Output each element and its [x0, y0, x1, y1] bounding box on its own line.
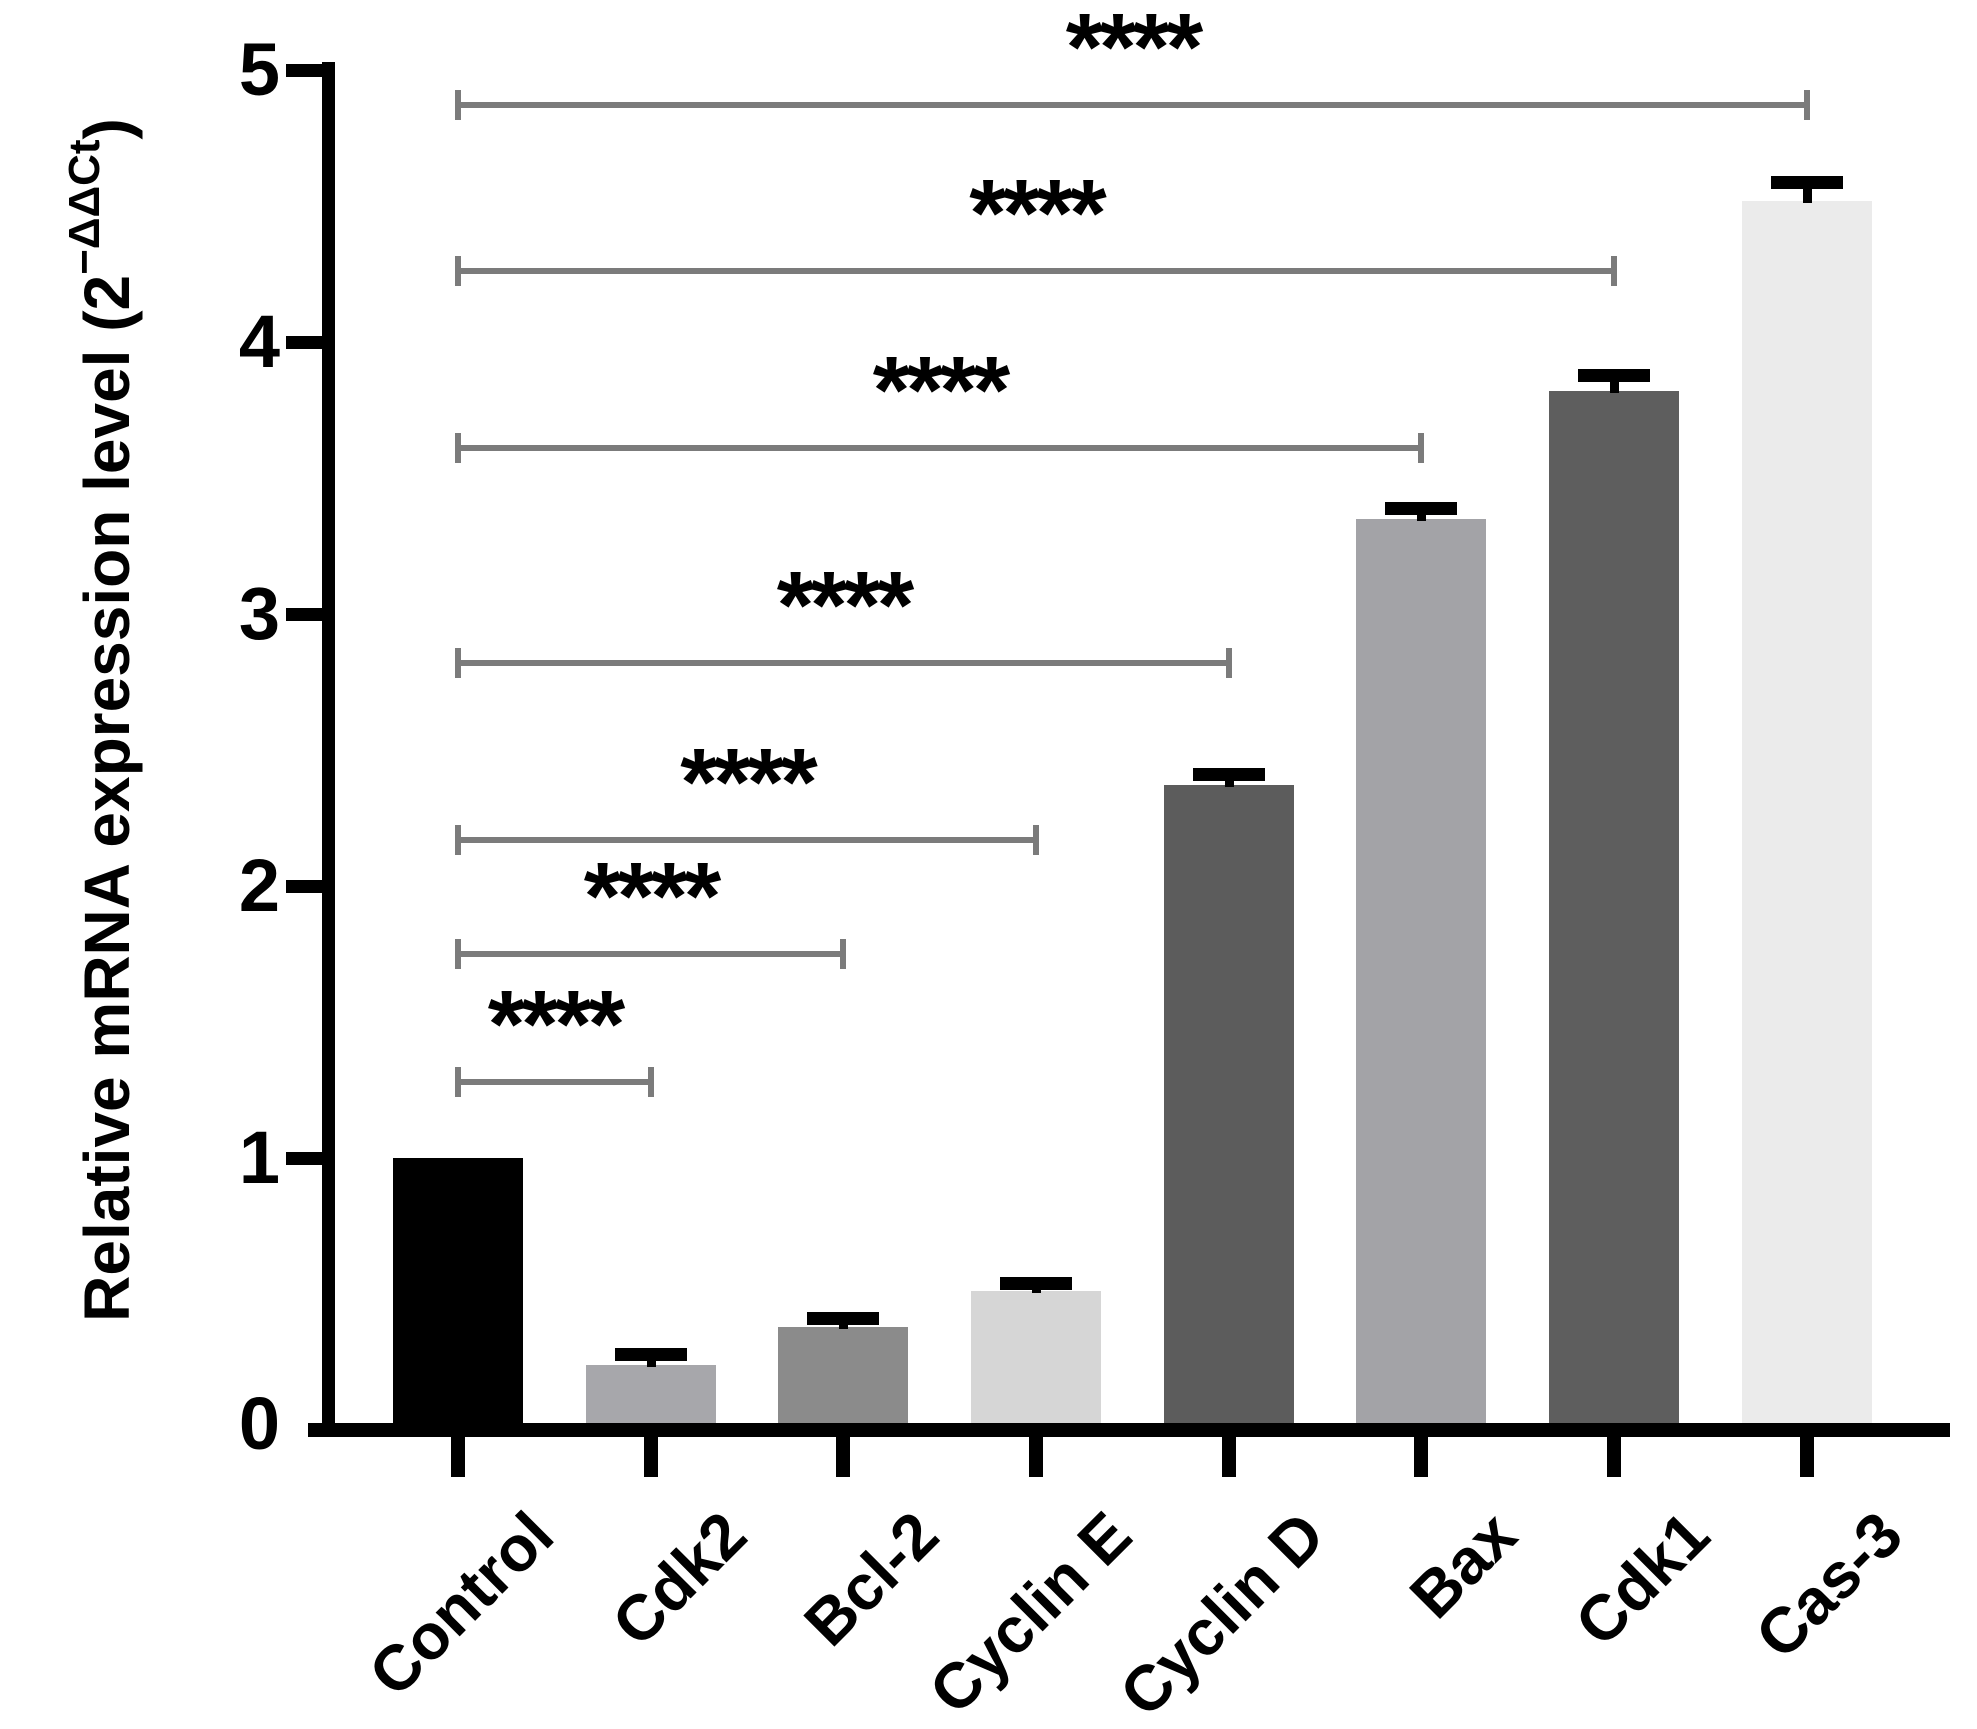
significance-stars: **** — [776, 551, 914, 659]
y-tick-label: 1 — [238, 1116, 280, 1199]
significance-stars: **** — [969, 160, 1106, 268]
significance-stars: **** — [1065, 0, 1203, 102]
y-tick-label: 2 — [238, 844, 280, 927]
y-axis-tick — [286, 608, 322, 621]
bracket-end-tick — [1611, 256, 1617, 287]
y-tick-label: 0 — [238, 1382, 280, 1465]
significance-bracket — [458, 268, 1614, 275]
bracket-end-tick — [455, 256, 461, 287]
y-axis-tick — [286, 880, 322, 893]
bracket-end-tick — [1804, 90, 1810, 121]
error-bar-cap — [807, 1312, 879, 1326]
bracket-end-tick — [455, 939, 461, 969]
bracket-end-tick — [1418, 433, 1424, 464]
y-axis-title-superscript: −ΔΔCt — [60, 139, 109, 275]
error-bar-stem — [1610, 374, 1619, 393]
x-axis-tick — [1222, 1437, 1236, 1477]
error-bar-cap — [1193, 768, 1265, 782]
x-axis-tick — [1414, 1437, 1428, 1477]
x-axis-tick — [1607, 1437, 1621, 1477]
x-axis-tick — [1029, 1437, 1043, 1477]
bracket-end-tick — [455, 433, 461, 464]
y-axis-tick — [286, 336, 322, 349]
error-bar-cap — [615, 1347, 687, 1361]
y-tick-label: 4 — [238, 300, 280, 383]
significance-bracket — [458, 951, 843, 957]
significance-stars: **** — [487, 970, 625, 1078]
y-axis-tick — [286, 1152, 322, 1165]
bar — [1164, 785, 1294, 1423]
bar — [393, 1158, 523, 1423]
significance-stars: **** — [583, 843, 721, 950]
bracket-end-tick — [455, 647, 461, 678]
significance-bracket — [458, 836, 1036, 843]
bracket-end-tick — [1033, 824, 1039, 855]
bracket-end-tick — [455, 90, 461, 121]
bracket-end-tick — [1226, 647, 1232, 678]
x-axis-tick — [1800, 1437, 1814, 1477]
y-axis-line — [322, 62, 335, 1437]
x-axis-tick — [836, 1437, 850, 1477]
error-bar-cap — [1385, 501, 1457, 515]
significance-bracket — [458, 445, 1421, 452]
error-bar-cap — [1578, 368, 1650, 382]
bar — [971, 1291, 1101, 1423]
bar — [778, 1326, 908, 1423]
x-axis-tick — [644, 1437, 658, 1477]
bracket-end-tick — [648, 1066, 654, 1097]
significance-stars: **** — [872, 337, 1010, 445]
error-bar-cap — [1771, 175, 1843, 189]
y-axis-tick — [286, 64, 322, 77]
bar — [586, 1364, 716, 1423]
error-bar-cap — [1000, 1277, 1072, 1291]
x-axis-tick — [451, 1437, 465, 1477]
bar — [1356, 518, 1486, 1423]
bracket-end-tick — [455, 1066, 461, 1097]
bracket-end-tick — [455, 824, 461, 855]
significance-stars: **** — [680, 728, 817, 836]
y-tick-label: 5 — [238, 28, 280, 111]
significance-bracket — [458, 102, 1807, 109]
y-tick-label: 3 — [238, 572, 280, 655]
bar — [1742, 200, 1872, 1423]
significance-bracket — [458, 659, 1229, 666]
error-bar-stem — [1803, 181, 1812, 203]
y-axis-title: Relative mRNA expression level (2−ΔΔCt) — [41, 0, 143, 1470]
x-axis-line — [308, 1423, 1950, 1437]
significance-bracket — [458, 1078, 651, 1085]
y-axis-title-close: ) — [71, 118, 143, 140]
bracket-end-tick — [840, 939, 846, 969]
bar — [1549, 390, 1679, 1423]
